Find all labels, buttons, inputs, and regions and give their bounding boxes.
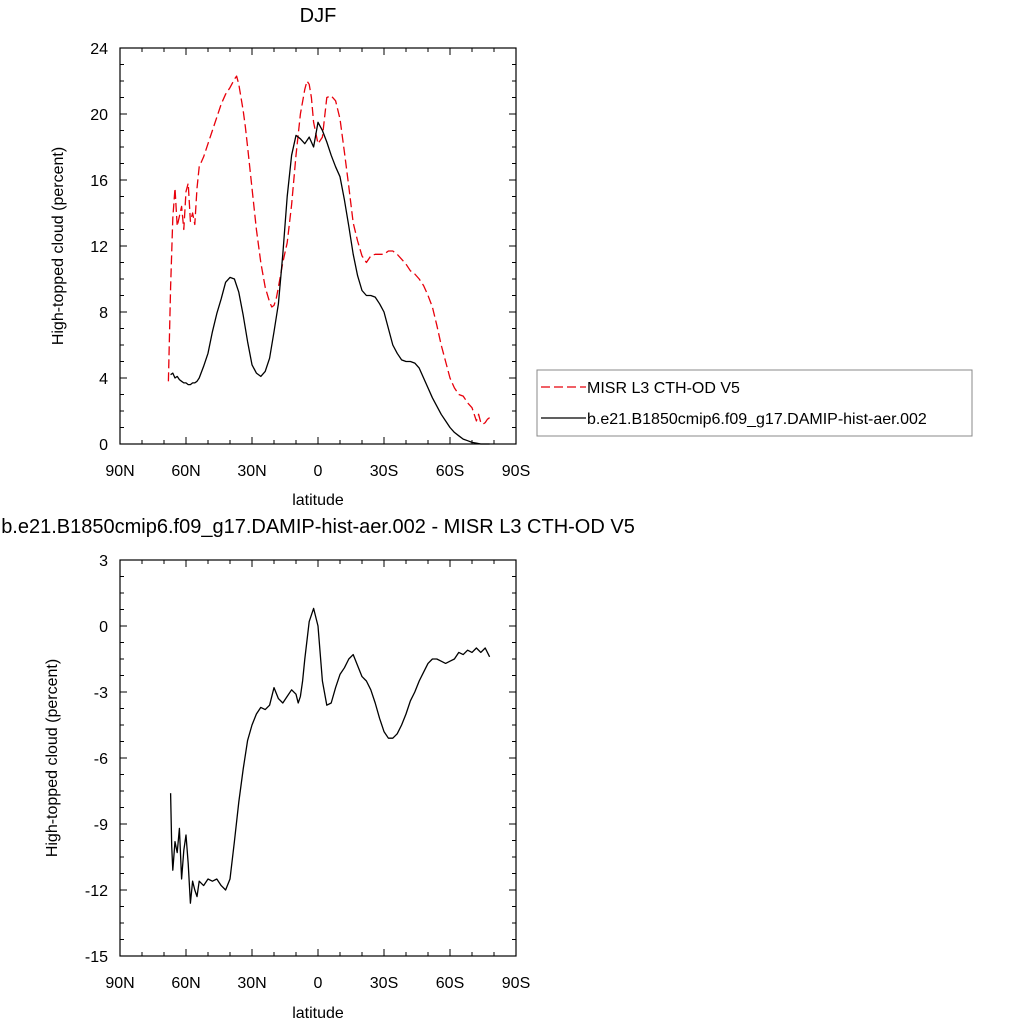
x-tick-label: 30S — [370, 463, 398, 480]
x-tick-label: 30S — [370, 975, 398, 992]
y-tick-labels: 0 4 8 12 16 20 24 — [90, 41, 108, 454]
series-line-1 — [167, 75, 490, 425]
y-axis-label: High-topped cloud (percent) — [44, 659, 61, 857]
tick-marks — [119, 47, 517, 445]
series-lines — [169, 607, 491, 904]
x-tick-label: 90N — [105, 463, 134, 480]
legend-box — [536, 369, 973, 437]
y-tick-labels: 3 0 -3 -6 -9 -12 -15 — [85, 553, 108, 966]
y-tick-label: 16 — [90, 173, 108, 190]
x-axis-label: latitude — [292, 492, 344, 509]
y-tick-label: -9 — [94, 817, 108, 834]
y-tick-label: 20 — [90, 107, 108, 124]
plot-frame — [119, 47, 517, 445]
x-tick-label: 90S — [502, 975, 530, 992]
x-axis-label: latitude — [292, 1005, 344, 1022]
series-lines — [167, 75, 490, 445]
x-tick-labels: 90N 60N 30N 0 30S 60S 90S — [105, 975, 530, 992]
x-tick-label: 30N — [237, 463, 266, 480]
x-tick-label: 30N — [237, 975, 266, 992]
y-tick-label: 0 — [99, 437, 108, 454]
series-line-1 — [169, 607, 491, 904]
x-tick-label: 60S — [436, 463, 464, 480]
series-line-2 — [170, 121, 490, 445]
y-tick-label: -3 — [94, 685, 108, 702]
y-tick-label: 4 — [99, 371, 108, 388]
legend-label-model: b.e21.B1850cmip6.f09_g17.DAMIP-hist-aer.… — [587, 411, 927, 428]
top-panel: DJF 90N 60N 30N 0 30S 60S 90S 0 4 8 12 16 20 24 lati… — [50, 5, 973, 509]
x-tick-label: 60N — [171, 975, 200, 992]
x-tick-label: 60N — [171, 463, 200, 480]
y-tick-label: 24 — [90, 41, 108, 58]
chart-title: b.e21.B1850cmip6.f09_g17.DAMIP-hist-aer.… — [1, 516, 635, 538]
x-tick-labels: 90N 60N 30N 0 30S 60S 90S — [105, 463, 530, 480]
y-tick-label: 3 — [99, 553, 108, 570]
y-axis-label: High-topped cloud (percent) — [50, 147, 67, 345]
tick-marks — [119, 559, 517, 957]
y-tick-label: 0 — [99, 619, 108, 636]
y-tick-label: 8 — [99, 305, 108, 322]
plot-frame — [119, 559, 517, 957]
chart-title: DJF — [300, 5, 337, 27]
x-tick-label: 0 — [314, 463, 323, 480]
legend-label-misr: MISR L3 CTH-OD V5 — [587, 380, 740, 397]
legend: MISR L3 CTH-OD V5 b.e21.B1850cmip6.f09_g… — [536, 369, 973, 437]
bottom-panel: b.e21.B1850cmip6.f09_g17.DAMIP-hist-aer.… — [1, 516, 635, 1022]
x-tick-label: 90S — [502, 463, 530, 480]
y-tick-label: 12 — [90, 239, 108, 256]
x-tick-label: 60S — [436, 975, 464, 992]
y-tick-label: -6 — [94, 751, 108, 768]
x-tick-label: 90N — [105, 975, 134, 992]
x-tick-label: 0 — [314, 975, 323, 992]
y-tick-label: -15 — [85, 949, 108, 966]
y-tick-label: -12 — [85, 883, 108, 900]
